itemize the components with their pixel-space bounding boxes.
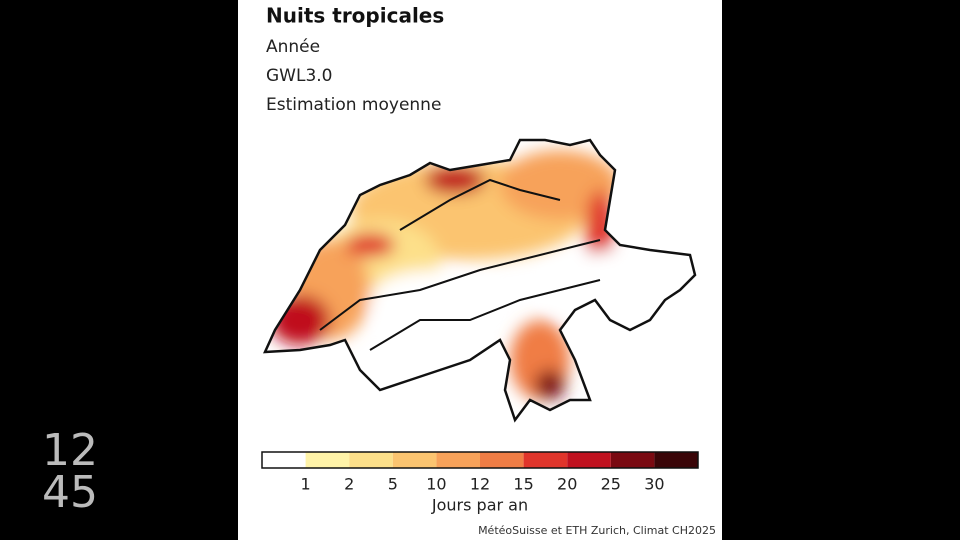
legend-tick-label: 15	[513, 475, 533, 494]
legend-swatch	[654, 452, 698, 468]
logo: 45	[42, 467, 98, 518]
legend-tick-label: 10	[426, 475, 446, 494]
legend-swatch	[349, 452, 393, 468]
source: MétéoSuisse et ETH Zurich, Climat CH2025	[478, 524, 716, 537]
legend-tick-label: 5	[388, 475, 398, 494]
legend-tick-label: 1	[301, 475, 311, 494]
subtitle: Estimation moyenne	[266, 95, 441, 115]
legend-tick-label: 25	[601, 475, 621, 494]
legend-swatch	[436, 452, 480, 468]
title: Nuits tropicales	[266, 4, 444, 28]
legend-swatch	[567, 452, 611, 468]
subtitle: GWL3.0	[266, 66, 333, 86]
legend: 1 2 5 10 12 15 20 25 30	[261, 451, 699, 494]
legend-tick-label: 30	[644, 475, 664, 494]
border	[263, 138, 697, 423]
legend-frame	[261, 451, 699, 469]
legend-tick-label: 2	[344, 475, 354, 494]
legend-swatch	[610, 452, 655, 468]
legend-swatch	[392, 452, 437, 468]
legend-swatch	[305, 452, 350, 468]
subtitle: Année	[266, 37, 320, 57]
legend-tick-label: 12	[470, 475, 490, 494]
legend-swatch	[262, 452, 306, 468]
legend-swatch	[480, 452, 524, 468]
legend-tick-label: 20	[557, 475, 577, 494]
legend-title: Jours par an	[431, 496, 528, 515]
logo: 12	[42, 425, 98, 476]
legend-swatch	[523, 452, 568, 468]
